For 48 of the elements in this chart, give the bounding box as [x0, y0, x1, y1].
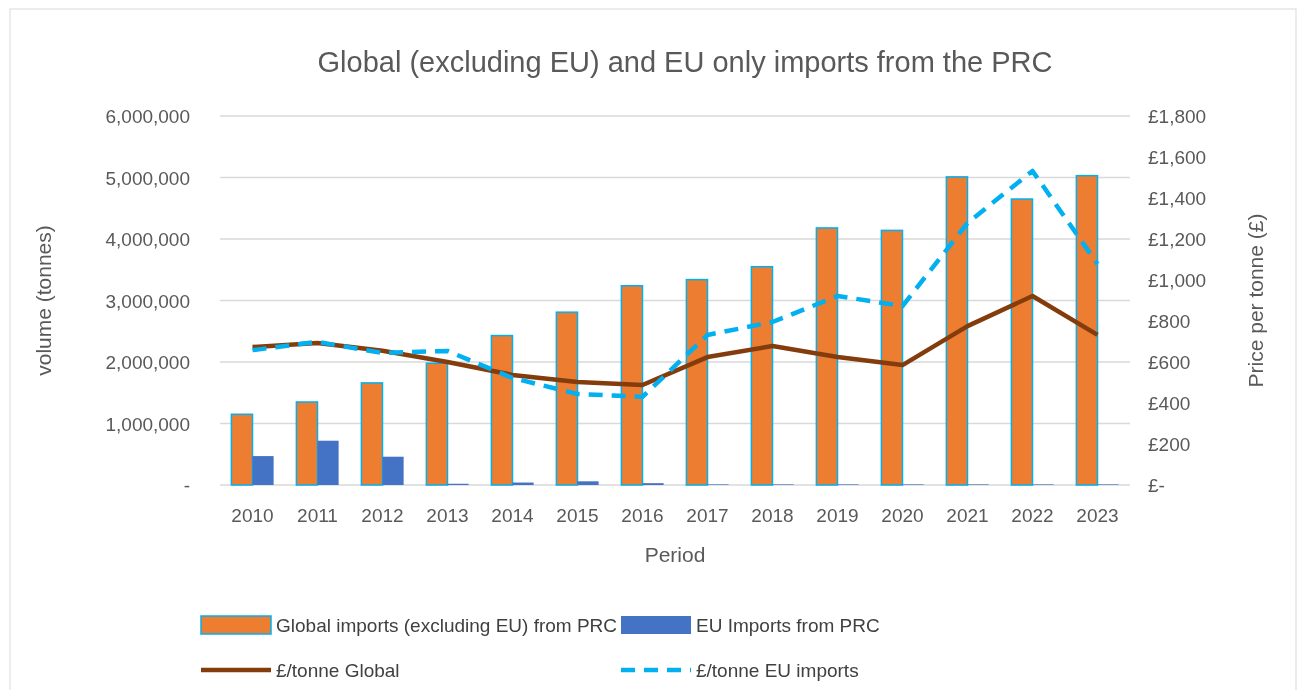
- x-tick-label: 2019: [816, 505, 859, 526]
- y2-tick-label: £1,600: [1148, 147, 1207, 168]
- y2-axis-title: Price per tonne (£): [1244, 213, 1267, 388]
- y-tick-label: 2,000,000: [105, 352, 190, 373]
- y-axis-title: volume (tonnes): [32, 225, 55, 376]
- x-tick-label: 2022: [1011, 505, 1054, 526]
- y2-tick-label: £1,200: [1148, 229, 1207, 250]
- bar: [577, 481, 599, 485]
- y2-tick-label: £200: [1148, 434, 1191, 455]
- bar: [360, 382, 384, 486]
- legend-label: EU Imports from PRC: [696, 615, 880, 636]
- bar: [230, 413, 254, 486]
- y2-tick-label: £800: [1148, 311, 1191, 332]
- x-tick-label: 2017: [686, 505, 729, 526]
- bar: [317, 440, 339, 485]
- bar: [425, 362, 449, 486]
- x-tick-label: 2015: [556, 505, 599, 526]
- y-tick-label: -: [183, 475, 190, 496]
- x-tick-label: 2016: [621, 505, 664, 526]
- y2-tick-label: £600: [1148, 352, 1191, 373]
- x-tick-label: 2014: [491, 505, 535, 526]
- x-tick-label: 2021: [946, 505, 989, 526]
- bar: [382, 456, 404, 485]
- x-tick-label: 2011: [297, 505, 338, 526]
- x-tick-label: 2023: [1076, 505, 1119, 526]
- bar: [252, 456, 274, 485]
- legend-label: Global imports (excluding EU) from PRC: [276, 615, 618, 636]
- y2-tick-label: £1,800: [1148, 106, 1207, 127]
- y-tick-label: 6,000,000: [105, 106, 190, 127]
- x-tick-label: 2018: [751, 505, 794, 526]
- x-axis-title: Period: [644, 543, 706, 566]
- y-tick-label: 1,000,000: [105, 413, 190, 435]
- x-tick-label: 2010: [231, 505, 274, 526]
- y2-tick-label: £1,000: [1148, 270, 1207, 291]
- x-tick-label: 2012: [361, 505, 404, 526]
- x-tick-label: 2013: [426, 505, 469, 526]
- y2-tick-label: £1,400: [1148, 188, 1207, 209]
- legend-label: £/tonne EU imports: [696, 660, 859, 681]
- x-tick-label: 2020: [881, 505, 924, 526]
- bar: [295, 401, 319, 486]
- y-tick-label: 5,000,000: [105, 167, 190, 189]
- bar: [1010, 198, 1034, 486]
- legend-label: £/tonne Global: [276, 660, 400, 681]
- y2-tick-label: £-: [1148, 475, 1165, 496]
- y2-tick-label: £400: [1148, 393, 1191, 414]
- y-tick-label: 3,000,000: [105, 290, 190, 312]
- chart-title: Global (excluding EU) and EU only imports from the PRC: [317, 46, 1053, 78]
- y-tick-label: 4,000,000: [105, 229, 190, 250]
